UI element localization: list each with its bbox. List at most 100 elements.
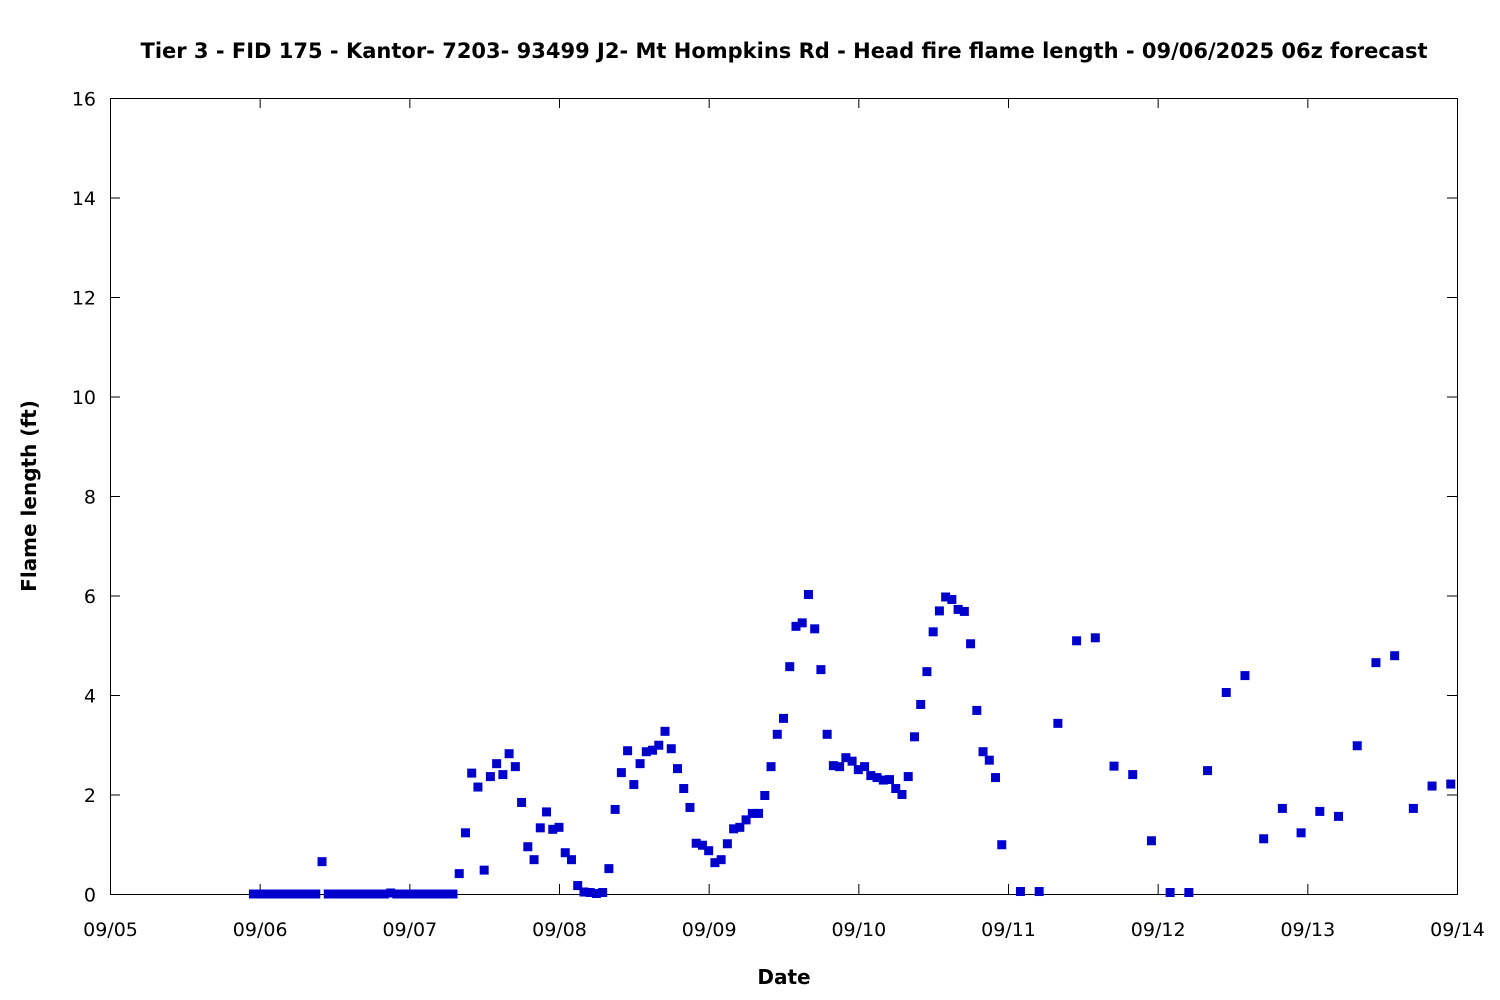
data-point	[423, 889, 433, 899]
data-point	[1109, 761, 1119, 771]
x-tick-label: 09/14	[1430, 919, 1485, 941]
data-point	[635, 759, 645, 769]
x-tick-label: 09/11	[981, 919, 1036, 941]
data-point	[573, 881, 583, 891]
data-point	[629, 780, 639, 790]
x-tick-label: 09/09	[682, 919, 737, 941]
data-point	[679, 784, 689, 794]
data-point	[1203, 766, 1213, 776]
data-point	[1296, 828, 1306, 838]
data-point	[704, 846, 714, 856]
y-tick-label: 8	[84, 487, 96, 509]
data-point	[367, 889, 377, 899]
x-tick-label: 09/05	[83, 919, 138, 941]
data-point	[1259, 834, 1269, 844]
data-point	[897, 790, 907, 799]
data-point	[741, 815, 751, 825]
data-point	[928, 627, 938, 637]
data-point	[779, 713, 788, 723]
data-point	[1165, 888, 1175, 898]
data-point	[398, 889, 408, 899]
data-point	[379, 889, 389, 899]
data-point	[554, 822, 564, 832]
data-point	[891, 784, 901, 794]
data-point	[1184, 888, 1194, 898]
data-point	[1408, 803, 1418, 813]
data-point	[722, 839, 732, 849]
data-point	[467, 768, 477, 778]
data-point	[1390, 651, 1400, 661]
data-point	[579, 887, 589, 897]
data-point	[1315, 806, 1325, 816]
data-point	[623, 746, 633, 756]
data-point	[255, 889, 265, 899]
data-point	[1427, 781, 1437, 791]
data-point	[566, 855, 576, 865]
data-point	[311, 889, 321, 899]
data-point	[492, 759, 502, 769]
data-point	[348, 889, 358, 899]
data-point	[273, 889, 283, 899]
data-point	[822, 729, 832, 739]
data-point	[361, 889, 371, 899]
data-point	[510, 762, 520, 772]
data-point	[323, 889, 333, 899]
data-point	[473, 782, 483, 792]
data-point	[560, 848, 570, 858]
data-point	[697, 840, 707, 850]
data-points	[248, 590, 1456, 899]
data-point	[885, 775, 895, 785]
data-point	[305, 889, 315, 899]
x-tick-label: 09/12	[1131, 919, 1186, 941]
data-point	[517, 797, 527, 807]
data-point	[448, 889, 458, 899]
data-point	[1146, 836, 1156, 846]
data-point	[248, 889, 258, 899]
data-point	[261, 889, 271, 899]
x-tick-label: 09/07	[382, 919, 437, 941]
data-point	[847, 756, 857, 766]
y-axis: 0 2 4 6 8 10 12 14 16	[72, 89, 1457, 907]
data-point	[816, 665, 826, 675]
data-point	[791, 621, 801, 631]
data-point	[535, 823, 545, 833]
data-point	[772, 729, 782, 739]
y-tick-label: 0	[84, 885, 96, 907]
data-point	[666, 744, 676, 754]
data-point	[1221, 688, 1231, 698]
data-point	[504, 749, 514, 759]
data-point	[1034, 887, 1044, 897]
data-point	[1277, 803, 1287, 813]
data-point	[785, 662, 795, 672]
data-point	[429, 889, 439, 899]
data-point	[454, 869, 464, 879]
data-point	[336, 889, 346, 899]
data-point	[404, 889, 414, 899]
data-point	[1371, 658, 1381, 668]
data-point	[1334, 811, 1344, 821]
data-point	[373, 889, 383, 899]
y-tick-label: 16	[72, 89, 96, 111]
data-point	[292, 889, 302, 899]
y-tick-label: 10	[72, 387, 96, 409]
data-point	[442, 889, 452, 899]
data-point	[1128, 770, 1138, 780]
data-point	[648, 745, 658, 755]
y-tick-label: 6	[84, 586, 96, 608]
y-tick-label: 14	[72, 188, 96, 210]
x-tick-label: 09/10	[831, 919, 886, 941]
data-point	[997, 840, 1007, 850]
data-point	[984, 755, 994, 765]
data-point	[841, 753, 851, 763]
data-point	[909, 732, 919, 742]
data-point	[934, 606, 944, 616]
data-point	[660, 726, 670, 736]
data-point	[972, 705, 982, 715]
data-point	[922, 667, 932, 677]
plot-area-frame	[110, 98, 1458, 895]
x-axis-label: Date	[757, 965, 810, 989]
data-point	[342, 889, 352, 899]
y-axis-label: Flame length (ft)	[17, 400, 41, 592]
data-point	[685, 802, 695, 812]
